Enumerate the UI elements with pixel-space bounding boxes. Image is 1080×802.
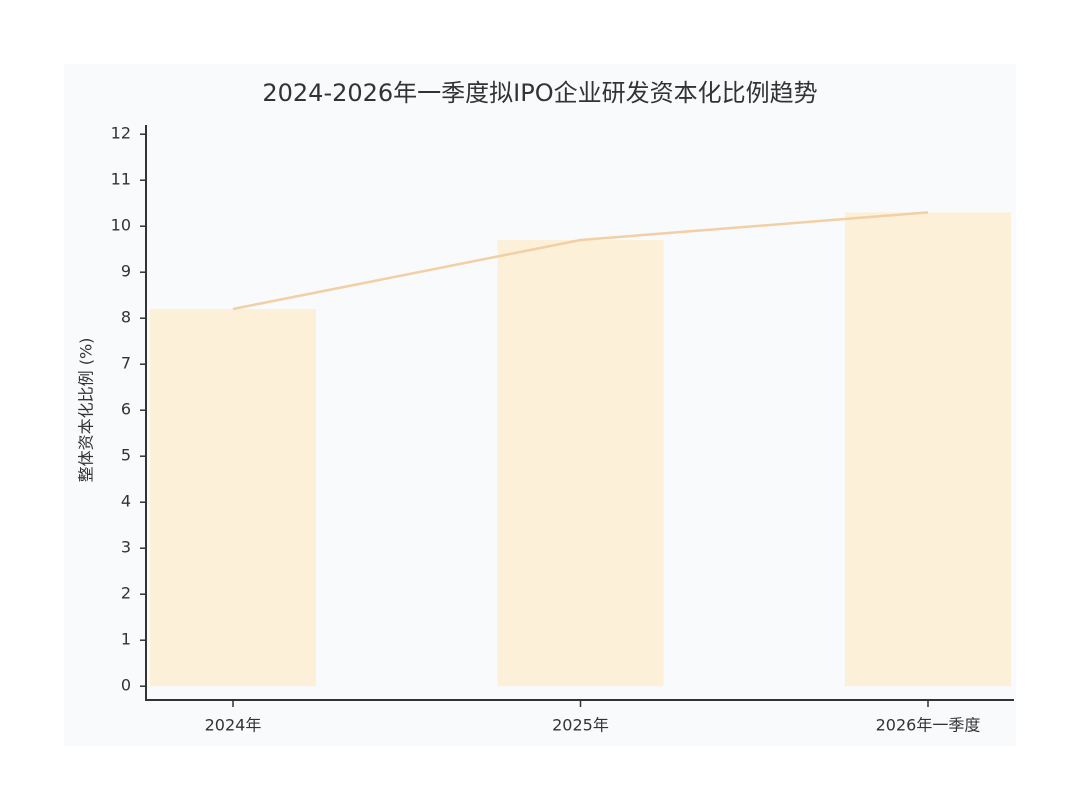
x-tick-label: 2026年一季度 <box>876 716 981 735</box>
y-tick-label: 1 <box>121 630 131 649</box>
y-tick-label: 3 <box>121 538 131 557</box>
y-tick-label: 12 <box>111 124 131 143</box>
trend-line <box>232 211 929 311</box>
y-tick-label: 8 <box>121 308 131 327</box>
y-tick-label: 6 <box>121 400 131 419</box>
marks <box>150 211 1011 687</box>
y-tick-label: 4 <box>121 492 131 511</box>
y-tick-label: 7 <box>121 354 131 373</box>
y-tick-label: 2 <box>121 584 131 603</box>
y-tick-label: 9 <box>121 262 131 281</box>
bar <box>150 309 316 687</box>
y-axis-label: 整体资本化比例 (%) <box>77 338 96 483</box>
x-tick-label: 2025年 <box>552 716 609 735</box>
y-tick-label: 10 <box>111 216 131 235</box>
bar <box>497 240 664 687</box>
y-tick-label: 11 <box>111 170 131 189</box>
chart-title: 2024-2026年一季度拟IPO企业研发资本化比例趋势 <box>262 79 817 107</box>
y-tick-label: 0 <box>121 676 131 695</box>
x-tick-label: 2024年 <box>205 716 262 735</box>
bar <box>845 212 1011 687</box>
y-tick-label: 5 <box>121 446 131 465</box>
